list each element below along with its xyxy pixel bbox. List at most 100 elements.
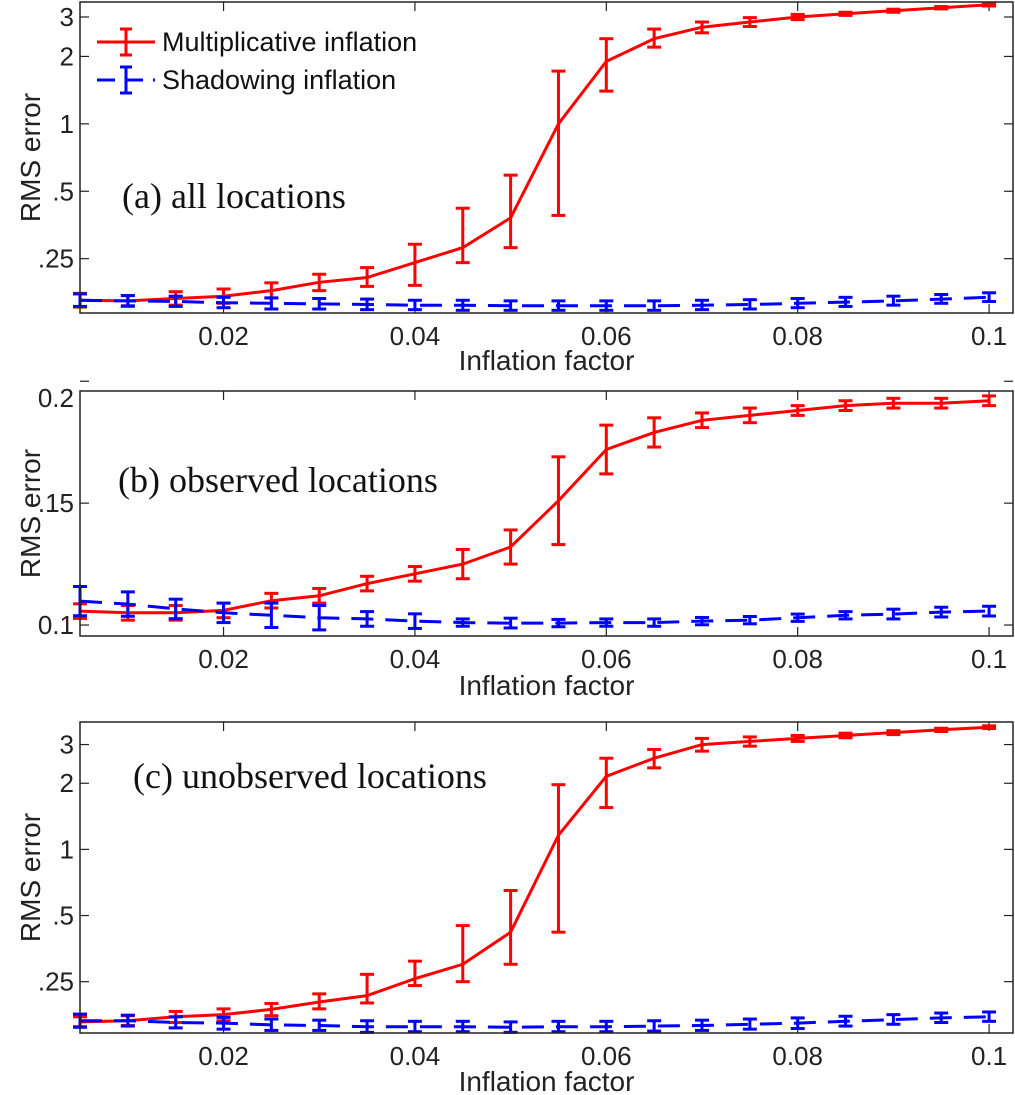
error-bar — [695, 736, 709, 753]
error-bar — [455, 1019, 470, 1034]
error-bar — [312, 272, 327, 293]
error-bar — [407, 612, 422, 630]
error-bar — [551, 1019, 566, 1034]
error-bar — [695, 411, 709, 430]
error-bar — [647, 416, 662, 449]
error-bar — [838, 1014, 853, 1028]
series-line — [79, 599, 990, 625]
error-bar — [790, 296, 805, 310]
error-bar — [695, 298, 709, 312]
error-bar — [216, 1015, 231, 1031]
x-tick-label: 0.08 — [772, 1041, 823, 1071]
error-bar — [120, 294, 135, 308]
x-tick-label: 0.04 — [390, 1041, 441, 1071]
error-bar — [886, 396, 901, 410]
error-bar — [168, 597, 183, 621]
error-bar — [455, 206, 470, 265]
error-bar — [455, 617, 470, 628]
error-bar — [312, 992, 327, 1011]
error-bar — [742, 406, 757, 425]
error-bar — [982, 291, 997, 303]
error-bar — [168, 294, 183, 308]
y-tick-label: .25 — [38, 244, 74, 274]
error-bar — [407, 242, 422, 287]
x-tick-label: 0.08 — [772, 644, 823, 674]
error-bar — [264, 1017, 279, 1032]
error-bar — [982, 604, 997, 618]
error-bar — [407, 1019, 422, 1034]
series-line — [79, 399, 990, 615]
error-bar — [886, 729, 901, 737]
error-bar — [886, 607, 901, 621]
error-bar — [599, 756, 614, 810]
error-bar — [599, 423, 614, 476]
chart-panel-b: 0.02 0.04 0.06 0.08 0.1 0.1 .15 0.2 Inflation fa… — [15, 380, 1014, 701]
error-bar — [312, 1018, 327, 1032]
error-bar — [934, 5, 949, 11]
error-bar — [407, 959, 422, 988]
error-bar — [407, 298, 422, 312]
x-tick-label: 0.06 — [581, 321, 632, 351]
error-bar — [503, 528, 518, 566]
error-bar — [982, 2, 997, 8]
error-bar — [551, 617, 566, 629]
y-tick-label: .15 — [38, 488, 74, 518]
series-multiplicative — [73, 394, 997, 622]
x-axis-label: Inflation factor — [459, 670, 635, 701]
error-bar — [790, 733, 805, 743]
axes-frame — [79, 721, 1014, 1034]
y-tick-label: 3 — [60, 2, 74, 32]
x-tick-label: 0.08 — [772, 321, 823, 351]
error-bar — [742, 735, 757, 748]
error-bar — [455, 547, 470, 581]
error-bar — [360, 972, 375, 1005]
x-tick-label: 0.1 — [971, 644, 1007, 674]
error-bar — [168, 1015, 183, 1030]
legend-label: Multiplicative inflation — [162, 27, 417, 57]
chart-panel-a: 0.02 0.04 0.06 0.08 0.1 .25 .5 1 2 3 Inflation fac… — [15, 1, 1014, 376]
error-bar — [551, 69, 566, 217]
error-bar — [551, 783, 566, 934]
error-bar — [886, 294, 901, 307]
error-bar — [503, 888, 518, 966]
x-tick-label: 0.04 — [390, 321, 441, 351]
y-axis-label: RMS error — [15, 93, 46, 222]
error-bar — [838, 10, 853, 17]
error-bar — [312, 296, 327, 311]
x-tick-label: 0.04 — [390, 644, 441, 674]
series-line — [80, 1015, 990, 1029]
error-bar — [790, 12, 805, 22]
y-tick-label: 3 — [60, 730, 74, 760]
x-axis-label: Inflation factor — [459, 1066, 635, 1095]
y-tick-label: 0.2 — [38, 383, 74, 413]
error-bar — [934, 292, 949, 305]
error-bar — [455, 298, 470, 312]
error-bar — [886, 1013, 901, 1026]
error-bar — [695, 1018, 709, 1032]
error-bar — [120, 1013, 135, 1028]
error-bar — [503, 299, 518, 312]
error-bar — [838, 295, 853, 308]
series-line — [79, 3, 990, 303]
x-axis-label: Inflation factor — [459, 345, 635, 376]
error-bar — [599, 1019, 614, 1034]
error-bar — [551, 299, 566, 312]
error-bar — [312, 586, 327, 605]
error-bar — [647, 747, 662, 770]
series-line — [79, 295, 990, 308]
error-bar — [742, 16, 757, 29]
error-bar — [790, 404, 805, 417]
error-bar — [264, 601, 279, 629]
y-tick-label: .25 — [38, 967, 74, 997]
error-bar — [982, 724, 997, 730]
y-tick-label: 2 — [60, 768, 74, 798]
y-tick-label: 2 — [60, 41, 74, 71]
error-bar — [503, 173, 518, 250]
error-bar — [360, 297, 375, 312]
error-bar — [647, 1019, 662, 1033]
error-bar — [838, 610, 853, 621]
error-bar — [982, 394, 997, 408]
error-bar — [360, 266, 375, 288]
error-bar — [838, 731, 853, 740]
